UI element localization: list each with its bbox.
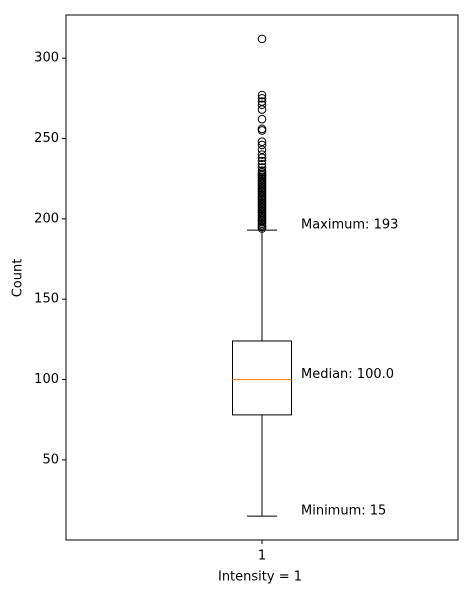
x-tick-label: 1 <box>258 549 266 564</box>
annotation: Maximum: 193 <box>301 218 398 233</box>
x-axis-label: Intensity = 1 <box>218 570 302 585</box>
outlier <box>257 163 267 172</box>
y-tick-label: 300 <box>34 51 59 66</box>
annotation: Median: 100.0 <box>301 367 394 382</box>
outlier <box>257 137 267 147</box>
y-axis-label: Count <box>11 259 26 298</box>
y-tick-label: 50 <box>42 452 59 467</box>
annotation: Minimum: 15 <box>301 504 386 519</box>
outlier <box>257 114 267 124</box>
outlier <box>257 97 267 106</box>
outlier <box>257 124 267 134</box>
outlier <box>257 159 267 169</box>
outlier <box>257 166 267 175</box>
outlier <box>257 100 267 110</box>
outlier <box>257 150 267 159</box>
outlier <box>257 156 267 166</box>
y-tick-label: 100 <box>34 372 59 387</box>
outlier <box>257 90 267 100</box>
outlier <box>257 140 267 150</box>
y-tick-label: 150 <box>34 292 59 307</box>
box <box>232 340 292 416</box>
y-tick-label: 200 <box>34 211 59 226</box>
y-tick-label: 250 <box>34 131 59 146</box>
outlier <box>257 34 267 44</box>
outlier <box>257 94 267 103</box>
